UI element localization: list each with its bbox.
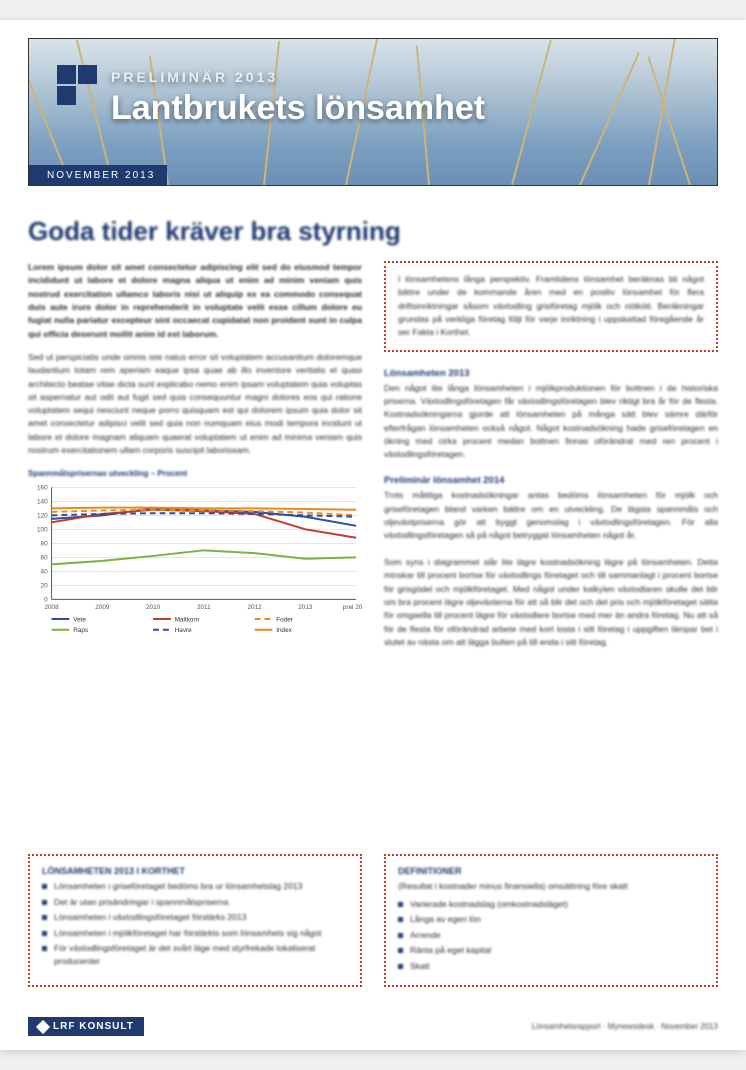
list-item: Det är utan prisändringar i spannmålspri… bbox=[42, 896, 348, 908]
subhead-1: Lönsamheten 2013 bbox=[384, 368, 718, 379]
svg-text:Raps: Raps bbox=[73, 628, 88, 635]
document-page: PRELIMINÄR 2013 Lantbrukets lönsamhet NO… bbox=[0, 20, 746, 1050]
chart-caption: Spannmålsprisernas utveckling – Procent bbox=[28, 469, 362, 478]
svg-text:2010: 2010 bbox=[146, 605, 161, 612]
subbody-1: Den något lite långa lönsamheten i mjölk… bbox=[384, 382, 718, 462]
svg-text:Havre: Havre bbox=[175, 628, 192, 635]
banner-text-block: PRELIMINÄR 2013 Lantbrukets lönsamhet bbox=[111, 69, 485, 128]
list-item: För växtodlingsföretaget är det svårt lä… bbox=[42, 942, 348, 967]
intro-callout-box: I lönsamhetens långa perspektiv. Framtid… bbox=[384, 261, 718, 352]
list-item: Arrende bbox=[398, 929, 704, 941]
page-headline: Goda tider kräver bra styrning bbox=[28, 216, 718, 247]
svg-text:100: 100 bbox=[37, 527, 48, 534]
list-item: Ränta på eget kapital bbox=[398, 944, 704, 956]
svg-text:2008: 2008 bbox=[44, 605, 59, 612]
svg-text:20: 20 bbox=[41, 583, 49, 590]
svg-text:2011: 2011 bbox=[197, 605, 211, 612]
svg-text:2013: 2013 bbox=[298, 605, 313, 612]
svg-text:160: 160 bbox=[37, 485, 48, 492]
subhead-2: Preliminär lönsamhet 2014 bbox=[384, 475, 718, 486]
page-footer: LRF KONSULT Lönsamhetsrapport · Mynewsde… bbox=[28, 1009, 718, 1036]
right-box-title: DEFINITIONER bbox=[398, 866, 704, 876]
svg-text:2009: 2009 bbox=[95, 605, 110, 612]
svg-text:Maltkorn: Maltkorn bbox=[175, 617, 200, 624]
bottom-boxes: LÖNSAMHETEN 2013 I KORTHET Lönsamheten i… bbox=[28, 854, 718, 999]
svg-text:Foder: Foder bbox=[276, 617, 294, 624]
body-columns: Lorem ipsum dolor sit amet consectetur a… bbox=[28, 261, 718, 846]
left-box-title: LÖNSAMHETEN 2013 I KORTHET bbox=[42, 866, 348, 876]
right-box-subtitle: (Resultat i kostnader minus finansiella)… bbox=[398, 880, 704, 893]
body-paragraph-1: Sed ut perspiciatis unde omnis iste natu… bbox=[28, 351, 362, 458]
svg-text:2012: 2012 bbox=[248, 605, 263, 612]
svg-text:140: 140 bbox=[37, 499, 48, 506]
svg-text:0: 0 bbox=[44, 597, 48, 604]
price-line-chart: 0 20 40 60 80 100 120 140 160 2008 2009 2010 2011 201… bbox=[28, 480, 362, 644]
lead-paragraph: Lorem ipsum dolor sit amet consectetur a… bbox=[28, 261, 362, 341]
svg-text:120: 120 bbox=[37, 513, 48, 520]
svg-text:prel 2014: prel 2014 bbox=[343, 605, 362, 612]
chart-svg: 0 20 40 60 80 100 120 140 160 2008 2009 2010 2011 201… bbox=[28, 480, 362, 644]
svg-text:80: 80 bbox=[41, 541, 49, 548]
left-column: Lorem ipsum dolor sit amet consectetur a… bbox=[28, 261, 362, 846]
brand-logo-mark bbox=[57, 65, 99, 107]
footer-brand-logo: LRF KONSULT bbox=[28, 1017, 144, 1036]
banner-pretitle: PRELIMINÄR 2013 bbox=[111, 69, 485, 85]
diamond-icon bbox=[36, 1019, 50, 1033]
right-definitions-box: DEFINITIONER (Resultat i kostnader minus… bbox=[384, 854, 718, 987]
banner-title: Lantbrukets lönsamhet bbox=[111, 89, 485, 128]
svg-text:Vete: Vete bbox=[73, 617, 86, 624]
right-box-bullets: Varierade kostnadslag (omkostnadsläget) L… bbox=[398, 898, 704, 972]
list-item: Varierade kostnadslag (omkostnadsläget) bbox=[398, 898, 704, 910]
list-item: Lönsamheten i mjölkföretaget har förstär… bbox=[42, 927, 348, 939]
left-box-bullets: Lönsamheten i griseföretaget bedöms bra … bbox=[42, 880, 348, 967]
subbody-2: Trots måttliga kostnadsökningar antas be… bbox=[384, 489, 718, 649]
svg-text:40: 40 bbox=[41, 569, 49, 576]
left-summary-box: LÖNSAMHETEN 2013 I KORTHET Lönsamheten i… bbox=[28, 854, 362, 987]
list-item: Lönsamheten i griseföretaget bedöms bra … bbox=[42, 880, 348, 892]
footer-logo-text: LRF KONSULT bbox=[53, 1021, 134, 1032]
right-column: I lönsamhetens långa perspektiv. Framtid… bbox=[384, 261, 718, 846]
list-item: Långa av egen lön bbox=[398, 913, 704, 925]
list-item: Lönsamheten i växtodlingsföretaget först… bbox=[42, 911, 348, 923]
intro-callout-text: I lönsamhetens långa perspektiv. Framtid… bbox=[398, 273, 704, 340]
svg-text:60: 60 bbox=[41, 555, 49, 562]
header-banner: PRELIMINÄR 2013 Lantbrukets lönsamhet NO… bbox=[28, 38, 718, 186]
svg-text:Index: Index bbox=[276, 628, 292, 635]
list-item: Skatt bbox=[398, 960, 704, 972]
banner-date-badge: NOVEMBER 2013 bbox=[29, 165, 167, 185]
